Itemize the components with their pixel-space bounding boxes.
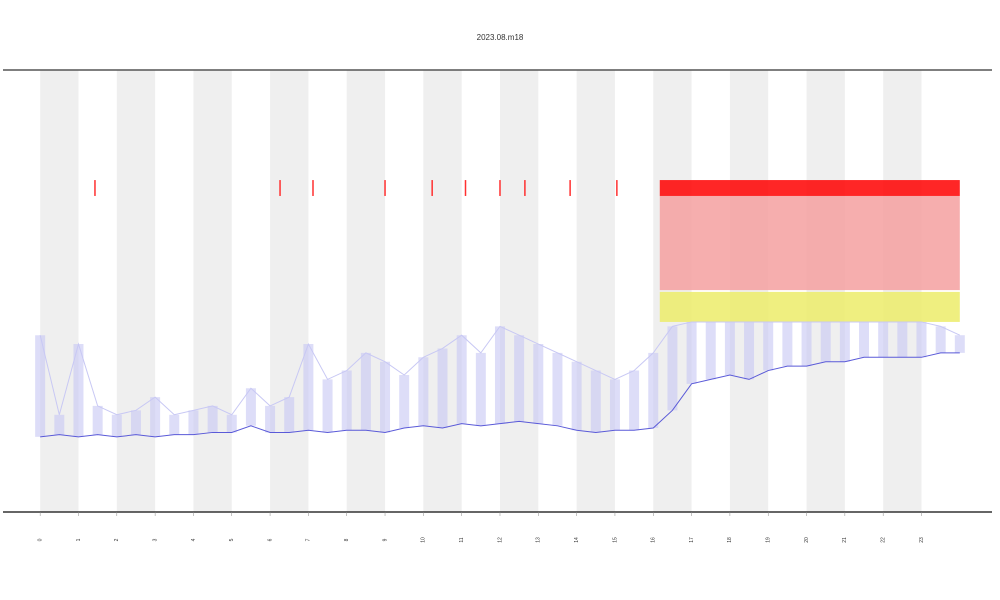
day-shading <box>806 70 845 512</box>
day-shading <box>576 70 615 512</box>
x-tick-label: 8 <box>344 538 350 541</box>
x-tick-label: 11 <box>459 537 465 542</box>
x-tick-label: 4 <box>191 538 197 541</box>
chart-title: 2023.08.m18 <box>477 33 524 42</box>
x-tick-label: 5 <box>229 538 235 541</box>
day-shading <box>729 70 769 512</box>
band <box>659 291 960 322</box>
x-tick-label: 19 <box>766 537 772 543</box>
x-tick-label: 1 <box>76 538 82 541</box>
day-shading <box>653 70 692 512</box>
x-tick-label: 10 <box>421 537 427 543</box>
day-shading <box>40 70 79 512</box>
x-tick-label: 22 <box>881 537 887 543</box>
x-tick-label: 14 <box>574 537 580 543</box>
day-shading <box>499 70 539 512</box>
x-tick-label: 21 <box>842 537 848 543</box>
series-line <box>40 352 960 438</box>
day-shading <box>193 70 232 512</box>
x-tick-label: 18 <box>727 537 733 543</box>
x-tick-label: 2 <box>114 538 120 541</box>
x-tick-label: 23 <box>919 537 925 543</box>
x-tick-label: 6 <box>267 538 273 541</box>
x-tick-label: 17 <box>689 537 695 543</box>
band <box>659 195 960 291</box>
x-tick-label: 12 <box>497 537 503 543</box>
x-tick-label: 0 <box>37 538 43 541</box>
day-shading <box>883 70 922 512</box>
x-tick-label: 9 <box>382 538 388 541</box>
x-tick-label: 13 <box>536 537 542 543</box>
day-shading <box>346 70 386 512</box>
x-tick-label: 7 <box>306 538 312 541</box>
x-tick-label: 15 <box>612 537 618 543</box>
day-shading <box>270 70 309 512</box>
x-tick-label: 16 <box>651 537 657 543</box>
band <box>659 180 960 196</box>
day-shading <box>423 70 462 512</box>
x-tick-label: 20 <box>804 537 810 543</box>
series-line <box>39 321 961 416</box>
x-tick-label: 3 <box>152 538 158 541</box>
day-shading <box>116 70 156 512</box>
